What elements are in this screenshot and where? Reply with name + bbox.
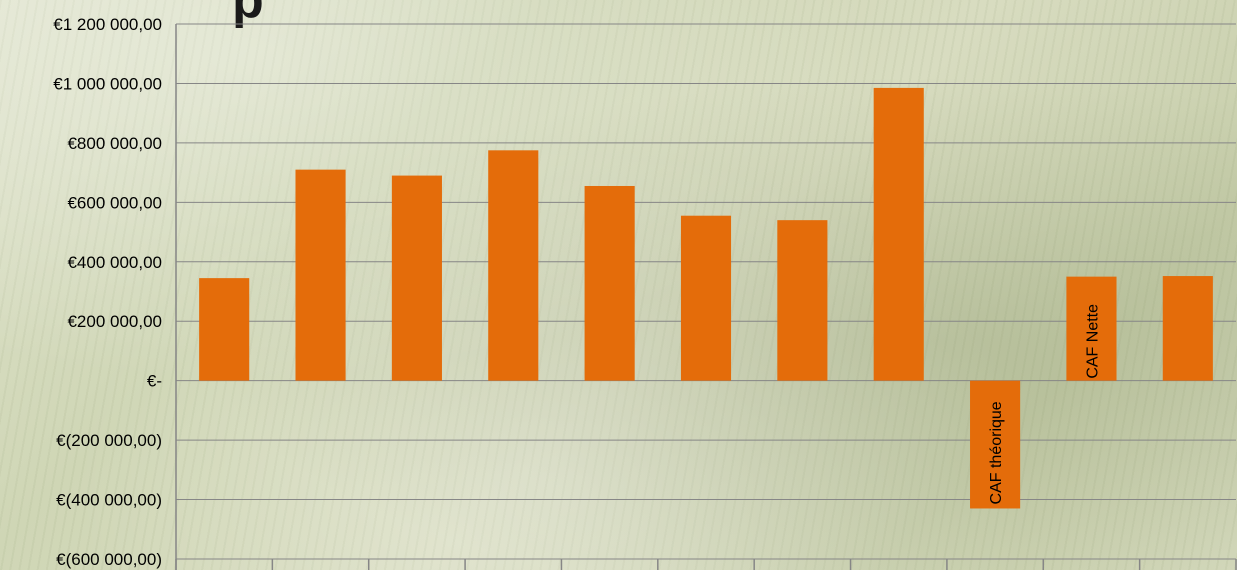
x-category-label: 9: [989, 566, 1001, 570]
x-category-label: 10: [1079, 566, 1103, 570]
y-tick-label: €(400 000,00): [56, 491, 162, 510]
x-category-label: 2: [314, 566, 326, 570]
data-labels: CAF théorique CAF Nette: [988, 304, 1101, 505]
bar: [680, 215, 732, 381]
data-label: CAF Nette: [1084, 304, 1101, 379]
bar: [391, 175, 442, 381]
y-tick-label: €(600 000,00): [56, 550, 162, 569]
y-tick-label: €(200 000,00): [56, 431, 162, 450]
x-category-label: 11: [1176, 566, 1199, 570]
bar: [584, 185, 635, 381]
bar: [199, 278, 250, 381]
y-tick-label: €1 200 000,00: [53, 15, 162, 34]
y-tick-label: €800 000,00: [67, 134, 162, 153]
x-category-label: 7: [796, 566, 808, 570]
x-category-label: 5: [604, 566, 616, 570]
x-category-label: 3: [411, 566, 423, 570]
bar: [1162, 276, 1213, 381]
data-label: CAF théorique: [988, 401, 1005, 504]
y-tick-label: €1 000 000,00: [53, 74, 162, 93]
x-category-label: 4: [507, 566, 520, 570]
bar: [1066, 276, 1117, 381]
y-tick-label: €600 000,00: [67, 193, 162, 212]
bar: [970, 380, 1021, 509]
y-tick-label: €200 000,00: [67, 312, 162, 331]
y-axis-labels: €1 200 000,00 €1 000 000,00 €800 000,00 €60…: [53, 15, 162, 569]
bars: [199, 87, 1213, 509]
x-category-label: 1: [218, 566, 230, 570]
bar: [488, 150, 539, 381]
x-category-label: 8: [893, 566, 905, 570]
bar: [873, 87, 924, 381]
bar: [777, 220, 828, 381]
y-tick-label: €-: [147, 372, 162, 391]
y-tick-label: €400 000,00: [67, 253, 162, 272]
bar: [295, 169, 346, 381]
x-axis-categories: 1 2 3 4 5 6 7 8 9 10 11: [218, 566, 1199, 570]
x-category-label: 6: [700, 566, 712, 570]
